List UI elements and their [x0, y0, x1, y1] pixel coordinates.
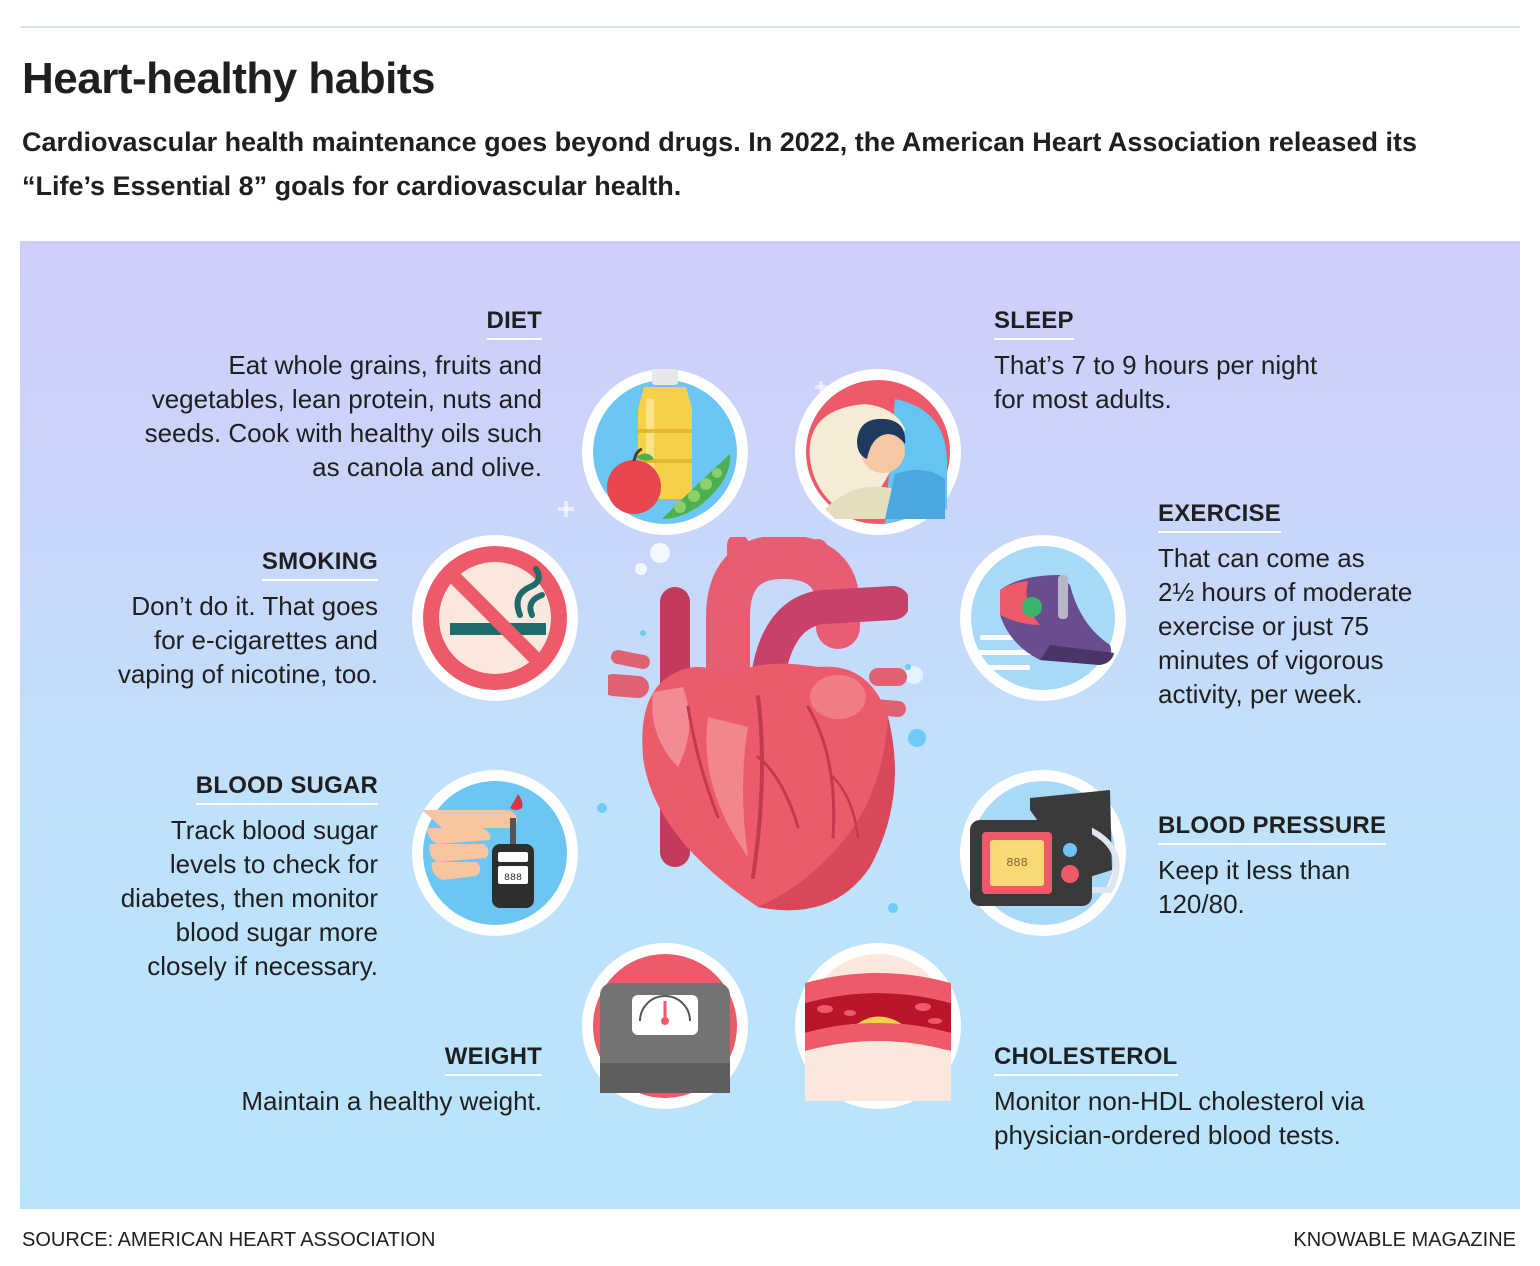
page-subtitle: Cardiovascular health maintenance goes b…: [22, 127, 1417, 201]
exercise-description: That can come as 2½ hours of moderate ex…: [1158, 543, 1413, 709]
smoking-block: SMOKING Don’t do it. That goes for e-cig…: [48, 548, 378, 691]
blood-pressure-block: BLOOD PRESSURE Keep it less than 120/80.: [1158, 812, 1498, 921]
bubble-decoration: [635, 563, 647, 575]
source-credit: SOURCE: AMERICAN HEART ASSOCIATION: [22, 1229, 436, 1251]
bubble-decoration: [640, 630, 646, 636]
svg-text:888: 888: [504, 873, 522, 884]
diet-label: DIET: [486, 307, 542, 340]
weight-label: WEIGHT: [444, 1043, 542, 1076]
bubble-decoration: [905, 666, 923, 684]
bubble-decoration: [597, 803, 607, 813]
sleeping-person-icon: [806, 380, 950, 524]
top-rule: [20, 26, 1520, 28]
bubble-decoration: [905, 664, 911, 670]
heart-icon: [608, 537, 908, 911]
blood-pressure-description: Keep it less than 120/80.: [1158, 855, 1351, 919]
sleep-label: SLEEP: [994, 307, 1074, 340]
exercise-label: EXERCISE: [1158, 500, 1281, 533]
weight-description: Maintain a healthy weight.: [241, 1086, 542, 1116]
smoking-circle: [412, 535, 578, 701]
cholesterol-block: CHOLESTEROL Monitor non-HDL cholesterol …: [994, 1043, 1474, 1152]
bubble-decoration: [888, 903, 898, 913]
diet-block: DIET Eat whole grains, fruits and vegeta…: [62, 307, 542, 484]
sleep-block: SLEEP That’s 7 to 9 hours per night for …: [994, 307, 1414, 416]
blood-sugar-block: BLOOD SUGAR Track blood sugar levels to …: [48, 772, 378, 983]
publisher-credit: KNOWABLE MAGAZINE: [1293, 1229, 1516, 1251]
blood-pressure-circle: 888: [960, 770, 1126, 936]
blood-sugar-label: BLOOD SUGAR: [195, 772, 378, 805]
smoking-description: Don’t do it. That goes for e-cigarettes …: [117, 591, 378, 689]
fruit-oil-icon: [593, 369, 737, 524]
cholesterol-label: CHOLESTEROL: [994, 1043, 1178, 1076]
plus-decoration: [815, 381, 827, 393]
blood-sugar-circle: 888: [412, 770, 578, 936]
no-smoking-icon: [423, 546, 567, 690]
blood-pressure-monitor-icon: 888: [970, 781, 1120, 925]
diet-description: Eat whole grains, fruits and vegetables,…: [144, 350, 542, 482]
svg-text:888: 888: [1006, 856, 1028, 870]
sleep-description: That’s 7 to 9 hours per night for most a…: [994, 350, 1318, 414]
exercise-circle: [960, 535, 1126, 701]
blood-pressure-label: BLOOD PRESSURE: [1158, 812, 1387, 845]
running-shoe-icon: [971, 546, 1115, 690]
sleep-circle: [795, 369, 961, 535]
weight-circle: [582, 943, 748, 1109]
infographic-panel: 888 888: [20, 241, 1520, 1209]
cholesterol-circle: [795, 943, 961, 1109]
bubble-decoration: [908, 729, 926, 747]
diet-circle: [582, 369, 748, 535]
plus-decoration: [558, 501, 574, 517]
exercise-block: EXERCISE That can come as 2½ hours of mo…: [1158, 500, 1498, 711]
weight-block: WEIGHT Maintain a healthy weight.: [142, 1043, 542, 1118]
page-title: Heart-healthy habits: [22, 54, 435, 103]
blood-sugar-description: Track blood sugar levels to check for di…: [120, 815, 378, 981]
scale-icon: [593, 954, 737, 1098]
cholesterol-description: Monitor non-HDL cholesterol via physicia…: [994, 1086, 1365, 1150]
glucose-meter-icon: 888: [422, 781, 567, 925]
bubble-decoration: [650, 543, 670, 563]
smoking-label: SMOKING: [261, 548, 378, 581]
artery-plaque-icon: [805, 954, 951, 1101]
